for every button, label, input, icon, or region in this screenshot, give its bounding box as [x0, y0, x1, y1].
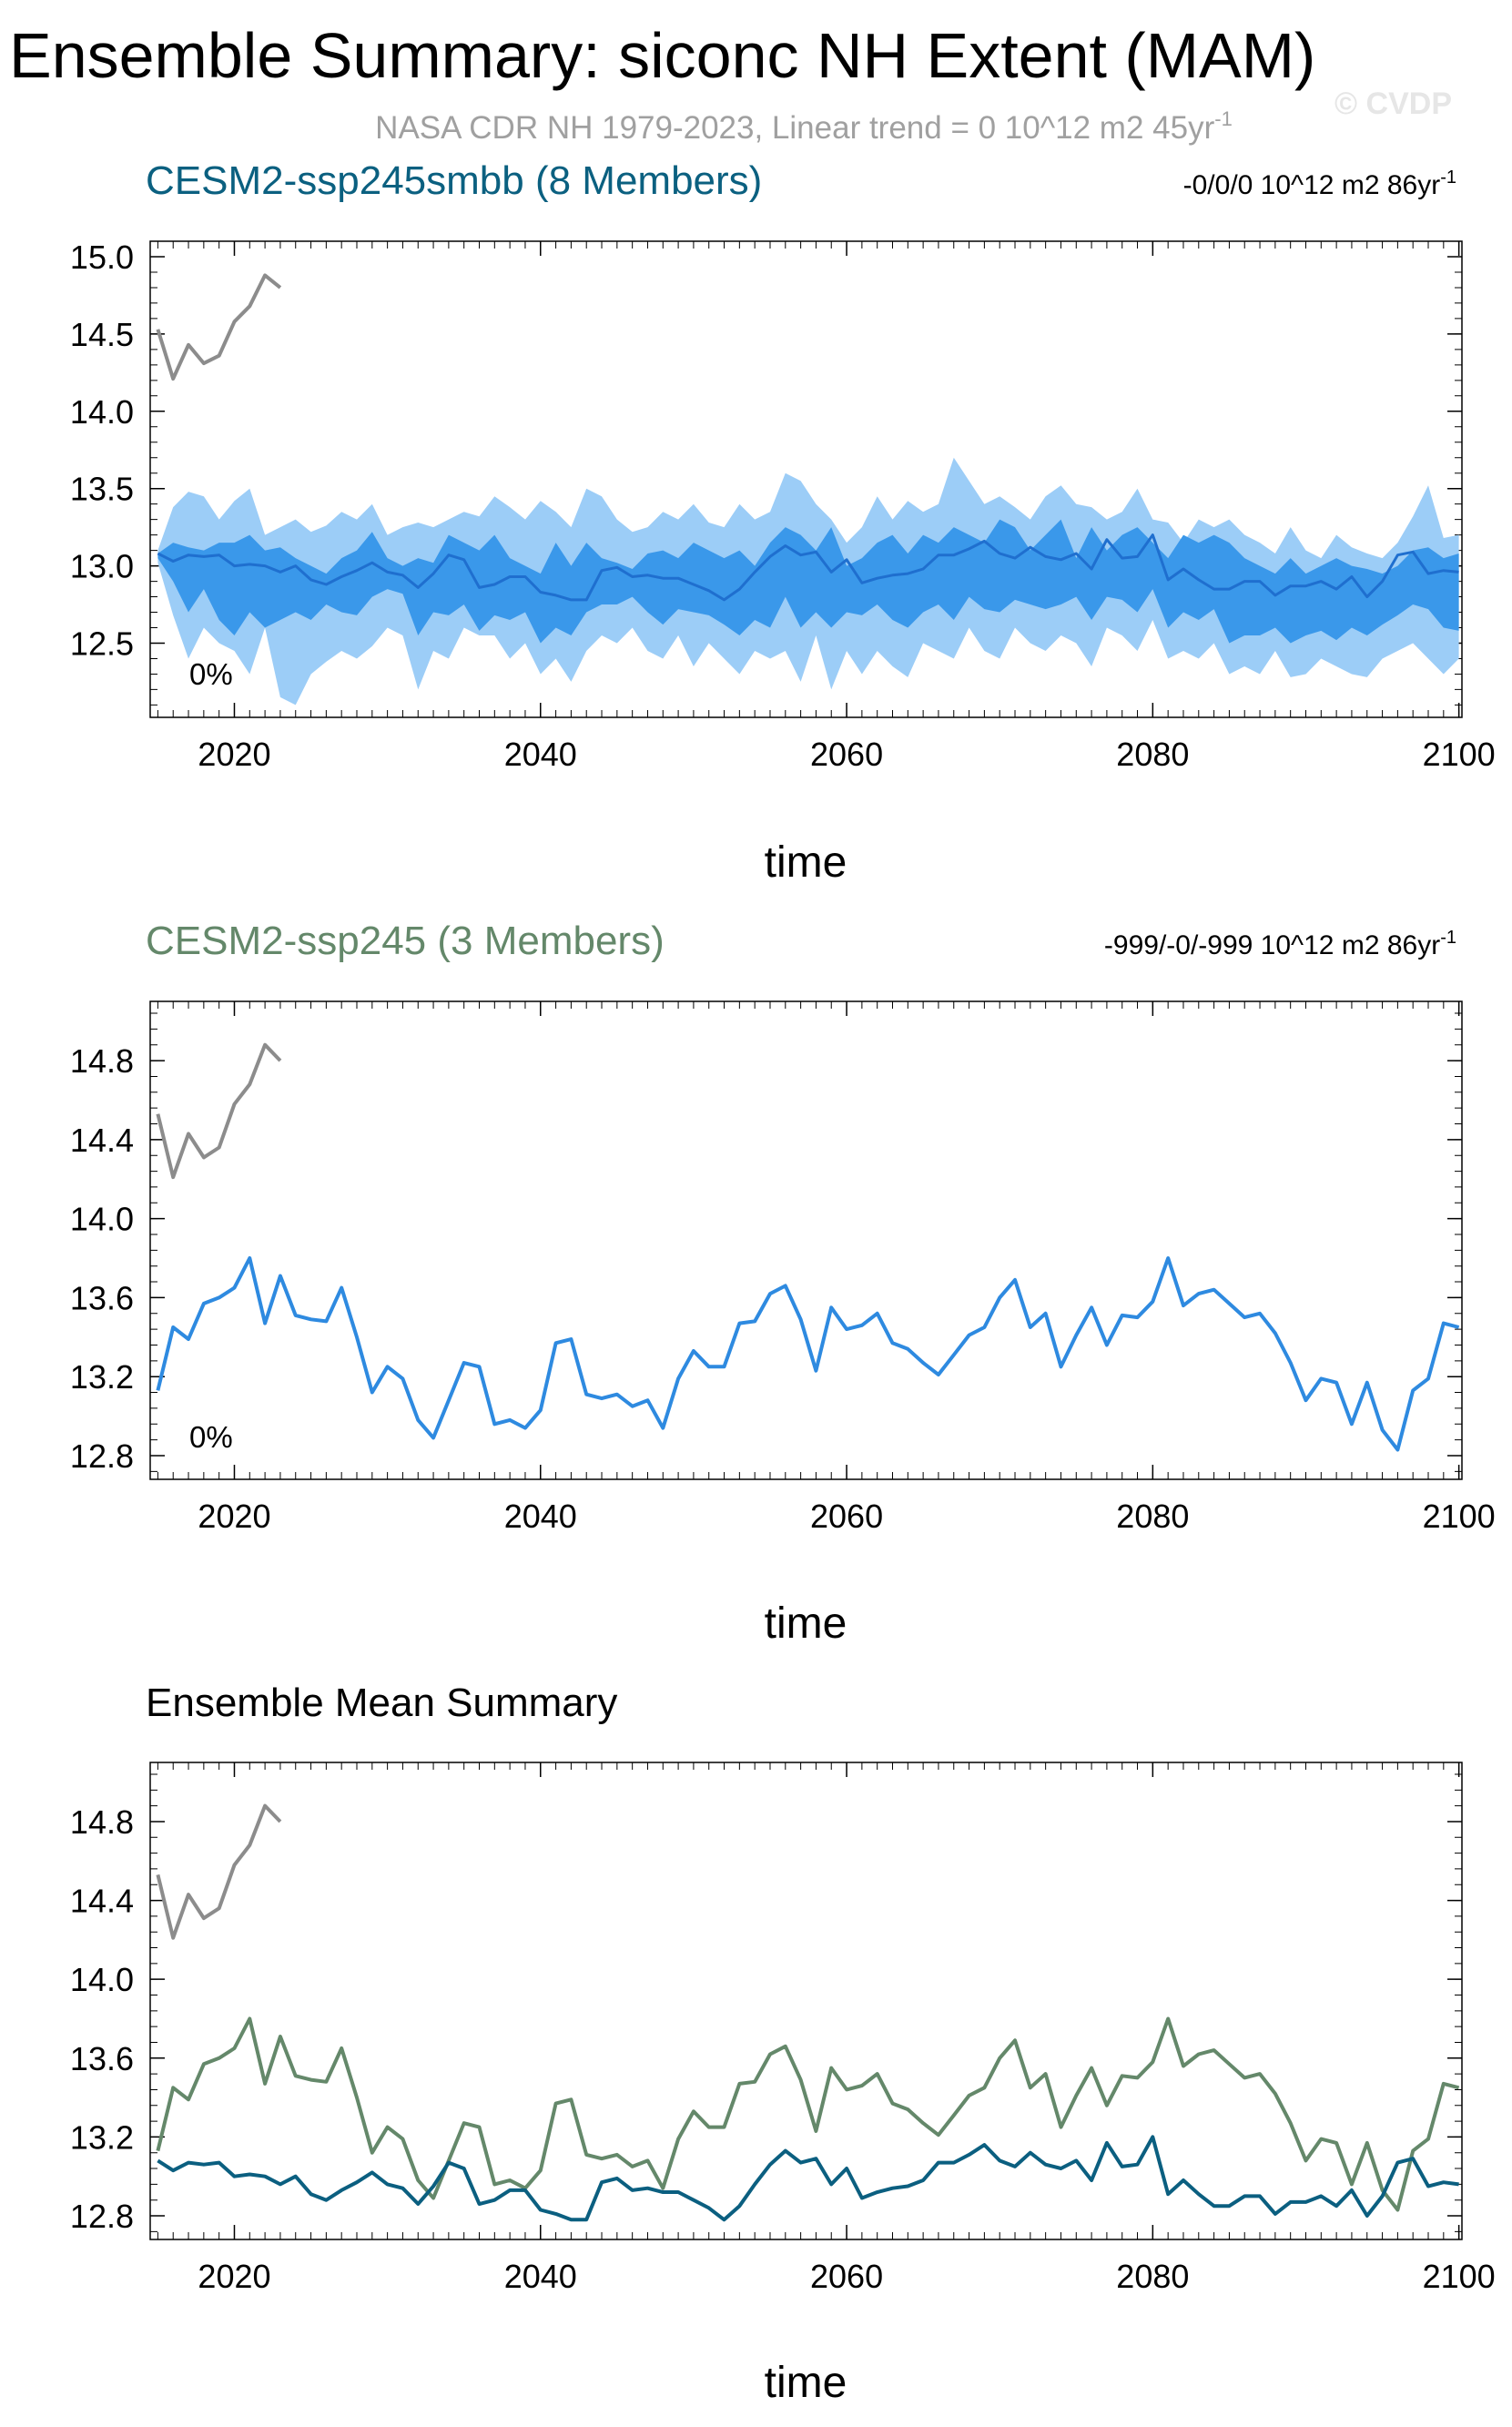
x-tick-label-ensemble-mean: 2100: [1423, 2258, 1496, 2295]
obs-line-mean: [156, 1803, 282, 1940]
trend-sup-ssp245: -1: [1440, 928, 1456, 948]
y-tick-label-ssp245: 14.4: [70, 1122, 134, 1159]
subtitle-superscript: -1: [1214, 107, 1233, 130]
plot-frame-ensemble-mean: [149, 1762, 1463, 2240]
plot-area-ssp245: [156, 1042, 1460, 1452]
watermark: © CVDP: [1334, 86, 1452, 121]
x-tick-label-ensemble-mean: 2020: [198, 2258, 270, 2295]
x-minor-ticks-ssp245: [157, 1001, 1460, 1479]
panel-title-ensemble-mean: Ensemble Mean Summary: [146, 1681, 617, 1725]
y-tick-label-ensemble-mean: 14.4: [70, 1883, 134, 1920]
figure-subtitle: NASA CDR NH 1979-2023, Linear trend = 0 …: [375, 107, 1233, 146]
x-tick-label-smbb: 2020: [198, 736, 270, 773]
trend-sup-smbb: -1: [1440, 168, 1456, 188]
smbb-mean-line: [157, 2135, 1459, 2222]
x-tick-label-ssp245: 2060: [810, 1498, 883, 1535]
y-tick-label-smbb: 13.0: [70, 548, 134, 585]
y-tick-label-smbb: 14.5: [70, 316, 134, 353]
y-tick-label-ensemble-mean: 14.0: [70, 1961, 134, 1998]
x-axis-label-ensemble-mean: time: [765, 2359, 847, 2407]
plot-frame-ssp245: [149, 1000, 1463, 1480]
y-tick-label-ssp245: 13.2: [70, 1358, 134, 1396]
y-tick-label-ssp245: 14.8: [70, 1042, 134, 1080]
subtitle-text: NASA CDR NH 1979-2023, Linear trend = 0 …: [375, 110, 1214, 146]
annotation-percent-ssp245: 0%: [189, 1420, 233, 1454]
x-tick-label-ssp245: 2080: [1116, 1498, 1189, 1535]
x-tick-label-ensemble-mean: 2040: [504, 2258, 577, 2295]
y-tick-label-smbb: 15.0: [70, 239, 134, 276]
obs-line-ssp245: [156, 1042, 282, 1180]
obs-line-smbb: [156, 273, 282, 381]
ensemble-mean-line-smbb: [157, 533, 1459, 602]
member-line-ssp245: [156, 1256, 1460, 1452]
x-tick-label-ssp245: 2100: [1423, 1498, 1496, 1535]
plot-area-smbb: [156, 273, 1459, 706]
trend-text-smbb: -0/0/0 10^12 m2 86yr: [1183, 170, 1441, 200]
y-tick-label-smbb: 14.0: [70, 393, 134, 431]
x-tick-label-smbb: 2100: [1423, 736, 1496, 773]
x-minor-ticks-smbb: [157, 241, 1460, 717]
y-minor-ticks-ssp245: [150, 1012, 1462, 1472]
x-tick-label-smbb: 2040: [504, 736, 577, 773]
trend-label-ssp245: -999/-0/-999 10^12 m2 86yr-1: [1104, 928, 1456, 960]
figure-title: Ensemble Summary: siconc NH Extent (MAM): [9, 20, 1315, 91]
y-tick-label-smbb: 12.5: [70, 625, 134, 662]
x-axis-label-smbb: time: [765, 838, 847, 887]
y-tick-label-smbb: 13.5: [70, 471, 134, 508]
x-axis-label-ssp245: time: [765, 1599, 847, 1648]
x-minor-ticks-ensemble-mean: [157, 1762, 1460, 2239]
x-tick-label-smbb: 2060: [810, 736, 883, 773]
trend-label-smbb: -0/0/0 10^12 m2 86yr-1: [1183, 168, 1456, 200]
x-tick-label-ensemble-mean: 2060: [810, 2258, 883, 2295]
annotation-percent-smbb: 0%: [189, 657, 233, 691]
y-tick-label-ensemble-mean: 14.8: [70, 1803, 134, 1841]
plot-area-ensemble-mean: [156, 1803, 1460, 2222]
y-tick-label-ensemble-mean: 13.6: [70, 2040, 134, 2077]
axis-ticks-ensemble-mean: 2020 2040 2060 2080 2100 12.8 13.2 13.6 14.0 14.4…: [70, 1762, 1496, 2295]
panel-ssp245: CESM2-ssp245 (3 Members) -999/-0/-999 10…: [70, 919, 1496, 1648]
axis-ticks-ssp245: 2020 2040 2060 2080 2100 12.8 13.2 13.6 14.0 14.4…: [70, 1000, 1496, 1535]
panel-ensemble-mean: Ensemble Mean Summary 2020 2040 2060 2080 21…: [70, 1681, 1496, 2407]
panel-title-ssp245: CESM2-ssp245 (3 Members): [146, 919, 665, 963]
trend-text-ssp245: -999/-0/-999 10^12 m2 86yr: [1104, 930, 1440, 960]
panel-smbb: CESM2-ssp245smbb (8 Members) -0/0/0 10^1…: [70, 158, 1496, 887]
x-tick-label-smbb: 2080: [1116, 736, 1189, 773]
spread-inner-band: [157, 519, 1459, 644]
x-tick-label-ssp245: 2020: [198, 1498, 270, 1535]
panel-title-smbb: CESM2-ssp245smbb (8 Members): [146, 158, 762, 203]
y-tick-label-ensemble-mean: 12.8: [70, 2198, 134, 2235]
y-tick-label-ensemble-mean: 13.2: [70, 2118, 134, 2156]
plot-frame-smbb: [149, 240, 1463, 718]
x-tick-label-ssp245: 2040: [504, 1498, 577, 1535]
y-tick-label-ssp245: 12.8: [70, 1437, 134, 1475]
y-tick-label-ssp245: 13.6: [70, 1279, 134, 1316]
x-tick-label-ensemble-mean: 2080: [1116, 2258, 1189, 2295]
y-tick-label-ssp245: 14.0: [70, 1201, 134, 1238]
ssp245-mean-line: [156, 2016, 1460, 2212]
